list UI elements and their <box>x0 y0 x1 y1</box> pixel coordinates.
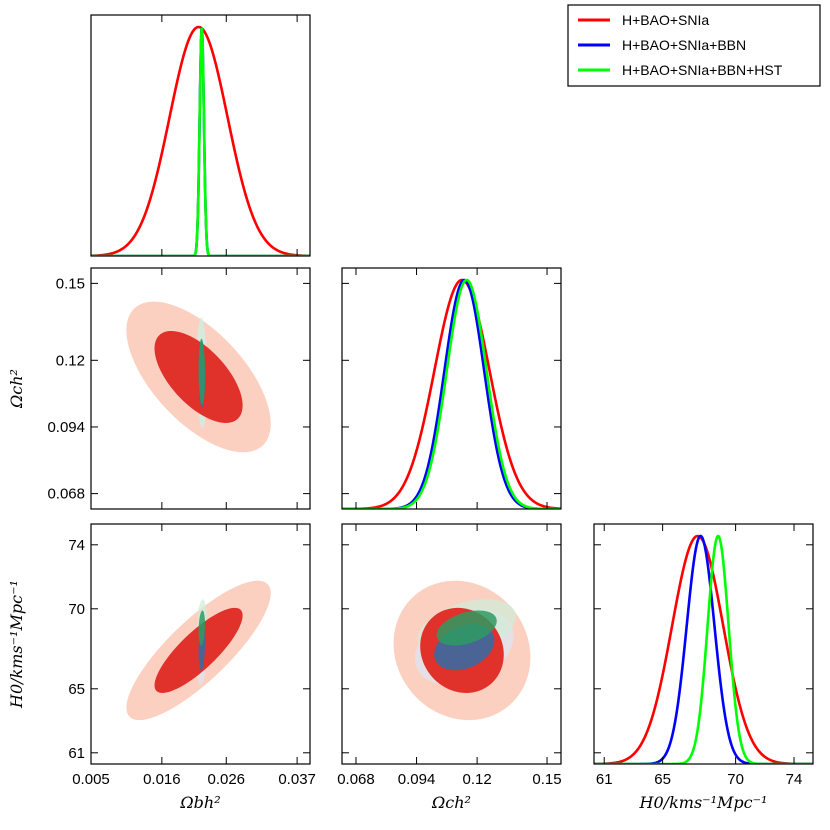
legend-label-0: H+BAO+SNIa <box>622 12 709 28</box>
panel-frame <box>90 267 311 510</box>
marginal-curve-0 <box>91 25 310 256</box>
legend-label-2: H+BAO+SNIa+BBN+HST <box>622 62 783 78</box>
panel-frames <box>90 14 814 765</box>
tick-layer: 0.005 0.016 0.026 0.037 0.068 0.094 0.12 0.15 61… <box>47 15 813 788</box>
marginal-curve-2 <box>594 534 813 764</box>
x-axis-label-obh2: Ωbh² <box>179 793 220 812</box>
y-tick-label: 0.15 <box>56 275 85 292</box>
contour-panel-obh2-och2 <box>126 301 271 453</box>
x-tick-label: 70 <box>727 771 744 788</box>
contour-1sigma-2 <box>436 610 497 646</box>
legend: H+BAO+SNIa H+BAO+SNIa+BBN H+BAO+SNIa+BBN… <box>567 4 821 87</box>
y-tick-label: 74 <box>68 537 85 554</box>
panel-frame <box>90 523 311 765</box>
y-tick-label: 0.094 <box>47 419 85 436</box>
y-axis-label-och2: Ωch² <box>7 369 26 409</box>
y-tick-label: 0.068 <box>47 486 85 503</box>
marginal-curve-0 <box>342 278 561 509</box>
x-tick-label: 0.068 <box>337 771 375 788</box>
marginal-curve-1 <box>594 534 813 764</box>
x-tick-label: 61 <box>596 771 613 788</box>
x-tick-label: 0.15 <box>532 771 561 788</box>
marginal-curve-1 <box>342 278 561 509</box>
marginal-panel-h0 <box>594 534 813 764</box>
panel-frame <box>593 523 814 765</box>
marginal-curve-0 <box>594 534 813 764</box>
x-axis-label-och2: Ωch² <box>431 793 471 812</box>
x-axis-label-h0: H0/kms⁻¹Mpc⁻¹ <box>639 793 768 812</box>
contour-layer <box>126 301 531 721</box>
marginal-panel-och2 <box>342 278 561 509</box>
y-tick-label: 0.12 <box>56 352 85 369</box>
contour-panel-och2-h0 <box>393 580 531 721</box>
y-axis-label-h0: H0/kms⁻¹Mpc⁻¹ <box>7 580 26 709</box>
x-tick-label: 0.016 <box>143 771 181 788</box>
x-tick-label: 0.12 <box>463 771 492 788</box>
marginal-panel-obh2 <box>91 25 310 256</box>
x-tick-label: 74 <box>786 771 803 788</box>
y-tick-label: 65 <box>68 681 85 698</box>
marginal-curve-2 <box>342 278 561 509</box>
y-tick-label: 61 <box>68 745 85 762</box>
panel-frame <box>341 523 562 765</box>
contour-1sigma-2 <box>198 610 206 646</box>
legend-label-1: H+BAO+SNIa+BBN <box>622 37 746 53</box>
contour-1sigma-0 <box>154 330 243 423</box>
panel-frame <box>341 267 562 510</box>
x-tick-label: 0.026 <box>207 771 245 788</box>
x-tick-label: 65 <box>654 771 671 788</box>
x-tick-label: 0.037 <box>278 771 316 788</box>
contour-1sigma-2 <box>198 338 206 405</box>
x-tick-label: 0.005 <box>72 771 110 788</box>
marginal-curve-2 <box>91 27 310 256</box>
contour-panel-obh2-h0 <box>126 580 271 721</box>
contour-1sigma-0 <box>154 607 243 693</box>
panel-frame <box>90 14 311 257</box>
x-tick-label: 0.094 <box>398 771 436 788</box>
axis-label-layer: Ωbh² Ωch² H0/kms⁻¹Mpc⁻¹ Ωch² H0/kms⁻¹Mpc⁻¹ <box>7 369 767 812</box>
y-tick-label: 70 <box>68 601 85 618</box>
